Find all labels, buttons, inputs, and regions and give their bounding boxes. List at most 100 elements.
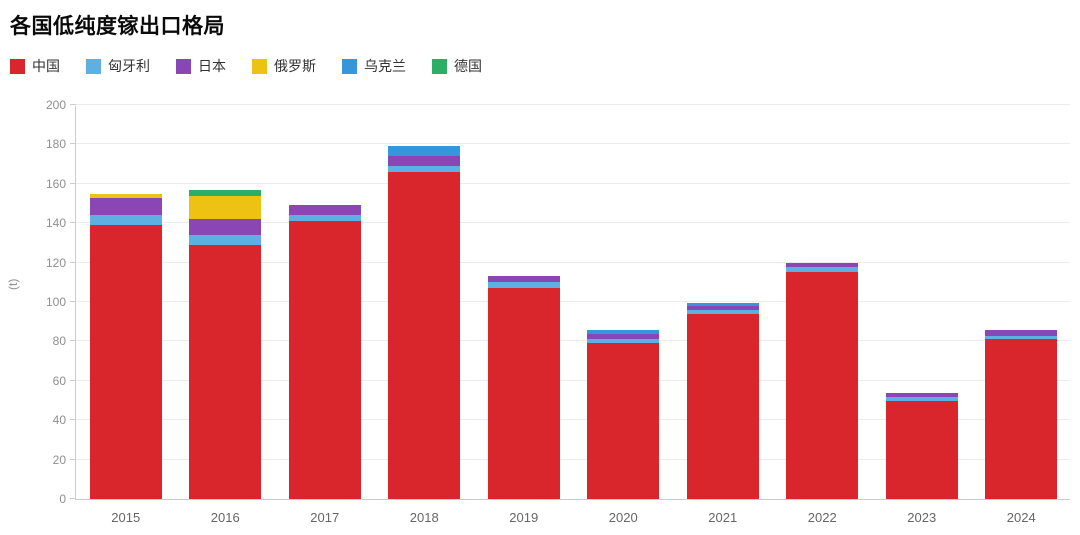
x-tick-label-2021: 2021 — [708, 510, 738, 525]
legend-swatch-icon — [252, 58, 267, 74]
bar-segment-2023-中国[interactable] — [885, 400, 958, 499]
stacked-bar-2022[interactable] — [786, 262, 859, 499]
bar-segment-2022-日本[interactable] — [786, 262, 859, 267]
y-tick-label: 200 — [45, 98, 66, 112]
legend-label: 乌克兰 — [364, 58, 406, 74]
bar-segment-2022-匈牙利[interactable] — [786, 266, 859, 273]
bar-segment-2016-日本[interactable] — [189, 219, 262, 236]
gridline — [76, 222, 1070, 224]
legend-swatch-icon — [342, 58, 357, 74]
bar-segment-2019-匈牙利[interactable] — [487, 282, 560, 289]
gridline — [76, 261, 1070, 263]
bar-segment-2020-中国[interactable] — [587, 343, 660, 499]
y-tick-label: 160 — [45, 176, 66, 191]
bar-segment-2021-乌克兰[interactable] — [686, 303, 759, 306]
bar-segment-2015-俄罗斯[interactable] — [89, 193, 162, 198]
bar-segment-2018-日本[interactable] — [388, 156, 461, 167]
page-title: 各国低纯度镓出口格局 — [10, 15, 225, 38]
bar-segment-2016-中国[interactable] — [189, 244, 262, 499]
y-tick-label: 100 — [45, 295, 66, 309]
stacked-bar-2016[interactable] — [189, 189, 262, 499]
bar-segment-2018-匈牙利[interactable] — [388, 166, 461, 172]
bar-segment-2018-乌克兰[interactable] — [388, 146, 461, 157]
y-tick-mark — [70, 301, 76, 302]
bar-segment-2021-日本[interactable] — [686, 305, 759, 310]
bar-segment-2024-中国[interactable] — [985, 339, 1058, 499]
y-tick-mark — [70, 458, 76, 460]
x-tick-label-2015: 2015 — [111, 510, 141, 525]
x-tick-label-2019: 2019 — [509, 510, 539, 525]
bar-segment-2023-匈牙利[interactable] — [885, 396, 958, 401]
stacked-bar-2020[interactable] — [587, 329, 660, 499]
chart-legend: 中国 匈牙利 日本 俄罗斯 乌克兰 德国 — [10, 56, 1080, 76]
legend-swatch-icon — [10, 58, 25, 74]
gridline — [76, 104, 1070, 105]
stacked-bar-2023[interactable] — [885, 392, 958, 499]
gridline — [76, 340, 1070, 342]
y-tick-label: 20 — [52, 452, 66, 467]
x-tick-label-2017: 2017 — [310, 510, 340, 525]
legend-swatch-icon — [432, 58, 447, 74]
bar-segment-2017-匈牙利[interactable] — [288, 215, 361, 222]
y-tick-mark — [70, 104, 76, 105]
y-tick-mark — [70, 379, 76, 381]
legend-label: 匈牙利 — [108, 58, 150, 74]
y-tick-mark — [70, 340, 76, 342]
bar-segment-2024-匈牙利[interactable] — [985, 335, 1058, 340]
x-tick-label-2023: 2023 — [907, 510, 937, 525]
legend-item-乌克兰[interactable]: 乌克兰 — [342, 56, 406, 76]
gridline — [76, 301, 1070, 302]
legend-item-德国[interactable]: 德国 — [432, 56, 482, 76]
bar-segment-2020-日本[interactable] — [587, 333, 660, 340]
bar-segment-2016-德国[interactable] — [189, 189, 262, 196]
y-tick-label: 60 — [52, 373, 66, 388]
bar-segment-2019-日本[interactable] — [487, 276, 560, 283]
gridline — [76, 419, 1070, 421]
bar-segment-2018-中国[interactable] — [388, 171, 461, 499]
legend-item-匈牙利[interactable]: 匈牙利 — [86, 56, 150, 76]
bar-segment-2016-俄罗斯[interactable] — [189, 195, 262, 220]
bar-segment-2020-乌克兰[interactable] — [587, 329, 660, 334]
bar-segment-2017-日本[interactable] — [288, 205, 361, 216]
stacked-bar-2017[interactable] — [288, 205, 361, 499]
stacked-bar-2015[interactable] — [89, 193, 162, 499]
legend-item-俄罗斯[interactable]: 俄罗斯 — [252, 56, 316, 76]
y-tick-mark — [70, 182, 76, 184]
bar-segment-2015-日本[interactable] — [89, 197, 162, 216]
gridline — [76, 182, 1070, 184]
y-tick-mark — [70, 222, 76, 224]
bar-segment-2015-匈牙利[interactable] — [89, 215, 162, 226]
y-tick-label: 120 — [45, 255, 66, 270]
stacked-bar-2021[interactable] — [686, 303, 759, 499]
y-tick-label: 180 — [45, 137, 66, 152]
legend-item-中国[interactable]: 中国 — [10, 56, 60, 76]
bar-segment-2021-中国[interactable] — [686, 313, 759, 499]
bar-segment-2021-匈牙利[interactable] — [686, 309, 759, 314]
bar-segment-2022-中国[interactable] — [786, 272, 859, 499]
y-tick-label: 0 — [59, 492, 66, 506]
stacked-bar-2024[interactable] — [985, 329, 1058, 499]
legend-swatch-icon — [86, 58, 101, 74]
bar-segment-2016-匈牙利[interactable] — [189, 235, 262, 245]
plot-area: 0 20 40 60 80 100 120 140 160 180 200 2015 2016 2017 2… — [46, 98, 1070, 525]
bar-segment-2019-中国[interactable] — [487, 288, 560, 499]
x-tick-label-2022: 2022 — [807, 510, 837, 525]
bar-segment-2015-中国[interactable] — [89, 225, 162, 499]
legend-label: 日本 — [198, 58, 226, 74]
bar-segment-2024-日本[interactable] — [985, 329, 1058, 336]
gridline — [76, 458, 1070, 460]
gridline — [76, 379, 1070, 381]
stacked-bar-2019[interactable] — [487, 276, 560, 499]
y-tick-mark — [70, 419, 76, 421]
bar-segment-2017-中国[interactable] — [288, 221, 361, 499]
stacked-bar-2018[interactable] — [388, 146, 461, 499]
bar-segment-2020-匈牙利[interactable] — [587, 339, 660, 344]
legend-label: 俄罗斯 — [274, 58, 316, 74]
y-tick-label: 40 — [52, 413, 66, 428]
y-tick-mark — [70, 143, 76, 145]
bar-segment-2023-日本[interactable] — [885, 392, 958, 397]
x-tick-label-2018: 2018 — [409, 510, 439, 525]
legend-item-日本[interactable]: 日本 — [176, 56, 226, 76]
y-tick-mark — [70, 261, 76, 263]
y-tick-mark — [70, 498, 76, 499]
